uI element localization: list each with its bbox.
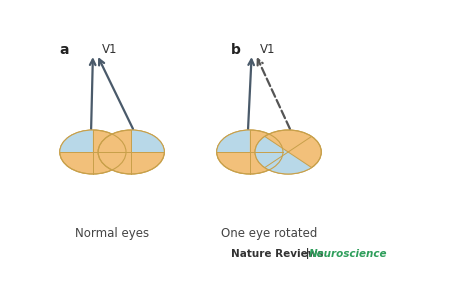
Wedge shape xyxy=(60,130,93,152)
Wedge shape xyxy=(217,130,250,152)
Circle shape xyxy=(255,130,321,174)
Text: b: b xyxy=(230,43,240,57)
Circle shape xyxy=(60,130,126,174)
Circle shape xyxy=(217,130,283,174)
Text: One eye rotated: One eye rotated xyxy=(221,227,317,240)
Wedge shape xyxy=(131,130,164,152)
Text: V1: V1 xyxy=(260,43,276,56)
Wedge shape xyxy=(255,136,311,174)
Text: Neuroscience: Neuroscience xyxy=(309,249,387,259)
Text: Nature Reviews: Nature Reviews xyxy=(230,249,323,259)
Text: Normal eyes: Normal eyes xyxy=(75,227,149,240)
Text: V1: V1 xyxy=(102,43,117,56)
Text: |: | xyxy=(302,248,313,259)
Circle shape xyxy=(98,130,164,174)
Text: a: a xyxy=(60,43,69,57)
